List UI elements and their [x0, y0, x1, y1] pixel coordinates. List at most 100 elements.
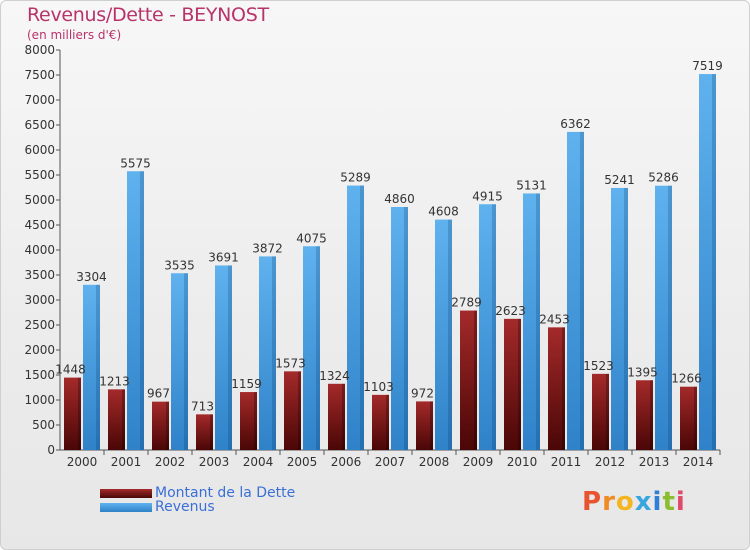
dette-bar-shade	[254, 392, 257, 450]
dette-bar-shade	[342, 383, 345, 450]
dette-bar-shade	[78, 377, 81, 450]
y-tick-label: 7000	[24, 93, 55, 107]
y-tick-label: 0	[47, 443, 55, 457]
dette-bar-shade	[166, 401, 169, 450]
x-tick-label: 2006	[331, 455, 362, 469]
chart-bars	[64, 74, 716, 451]
revenus-bar	[215, 265, 232, 450]
dette-bar-shade	[386, 394, 389, 450]
dette-value-label: 2789	[451, 296, 482, 310]
y-tick-label: 3500	[24, 268, 55, 282]
revenus-bar	[171, 273, 188, 450]
revenus-bar-shade	[96, 284, 100, 450]
revenus-bar	[523, 193, 540, 450]
y-tick-label: 500	[32, 418, 55, 432]
dette-value-label: 972	[411, 386, 434, 400]
revenus-value-label: 5241	[604, 173, 635, 187]
legend-swatch-revenus	[100, 503, 152, 512]
revenus-bar	[655, 185, 672, 450]
dette-bar	[240, 392, 257, 450]
y-tick-label: 5500	[24, 168, 55, 182]
y-tick-label: 7500	[24, 68, 55, 82]
x-tick-label: 2010	[507, 455, 538, 469]
revenus-bar-shade	[492, 204, 496, 450]
chart-labels: 1448 3304 1213 5575 967 3535 713 3691 1159 3872 15…	[55, 59, 723, 413]
y-tick-label: 4000	[24, 243, 55, 257]
revenus-bar-shade	[580, 131, 584, 450]
dette-bar-shade	[650, 380, 653, 450]
y-tick-label: 1000	[24, 393, 55, 407]
x-tick-label: 2005	[287, 455, 318, 469]
revenus-value-label: 3535	[164, 258, 195, 272]
revenus-value-label: 4860	[384, 192, 415, 206]
dette-value-label: 1159	[231, 377, 262, 391]
y-tick-label: 8000	[24, 43, 55, 57]
dette-value-label: 1324	[319, 369, 350, 383]
revenus-bar	[479, 204, 496, 450]
x-tick-label: 2009	[463, 455, 494, 469]
dette-value-label: 713	[191, 399, 214, 413]
dette-bar-shade	[430, 401, 433, 450]
dette-bar	[108, 389, 125, 450]
revenus-bar-shade	[272, 256, 276, 450]
revenus-bar	[83, 284, 100, 450]
dette-value-label: 2453	[539, 312, 570, 326]
chart-axes: 0 500 1000 1500 2000 2500 3000 3500 4000 4500 5000…	[24, 43, 721, 469]
dette-bar-shade	[474, 310, 477, 450]
dette-bar-shade	[606, 373, 609, 450]
y-tick-label: 1500	[24, 368, 55, 382]
dette-bar-shade	[210, 414, 213, 450]
legend-label-revenus: Revenus	[155, 499, 215, 515]
revenus-bar-shade	[448, 219, 452, 450]
revenus-bar-shade	[360, 185, 364, 451]
revenus-bar	[699, 74, 716, 451]
dette-bar	[680, 386, 697, 450]
y-tick-label: 5000	[24, 193, 55, 207]
revenus-bar	[347, 185, 364, 451]
proxiti-logo: Proxiti	[582, 487, 686, 517]
dette-value-label: 1103	[363, 380, 394, 394]
revenus-value-label: 7519	[692, 59, 723, 73]
revenus-value-label: 5289	[340, 171, 371, 185]
dette-bar	[460, 310, 477, 450]
y-tick-label: 2000	[24, 343, 55, 357]
dette-value-label: 1448	[55, 363, 86, 377]
dette-bar-shade	[122, 389, 125, 450]
y-tick-label: 6500	[24, 118, 55, 132]
dette-bar	[416, 401, 433, 450]
y-tick-label: 3000	[24, 293, 55, 307]
x-tick-label: 2008	[419, 455, 450, 469]
chart-title: Revenus/Dette - BEYNOST	[27, 4, 269, 26]
dette-bar-shade	[518, 318, 521, 450]
dette-bar	[504, 318, 521, 450]
x-tick-label: 2011	[551, 455, 582, 469]
revenus-value-label: 4915	[472, 189, 503, 203]
legend-label-dette: Montant de la Dette	[155, 485, 296, 501]
dette-value-label: 1523	[583, 359, 614, 373]
revenus-bar-shade	[316, 246, 320, 450]
revenus-value-label: 5131	[516, 178, 547, 192]
y-tick-label: 4500	[24, 218, 55, 232]
revenus-value-label: 3872	[252, 241, 283, 255]
revenus-bar-shade	[624, 187, 628, 450]
dette-bar-shade	[562, 327, 565, 450]
x-tick-label: 2014	[683, 455, 714, 469]
revenus-bar-shade	[228, 265, 232, 450]
revenus-bar	[303, 246, 320, 450]
x-tick-label: 2003	[199, 455, 230, 469]
dette-bar	[636, 380, 653, 450]
dette-bar-shade	[298, 371, 301, 450]
dette-value-label: 1573	[275, 356, 306, 370]
dette-value-label: 1395	[627, 365, 658, 379]
chart-subtitle: (en milliers d'€)	[27, 28, 122, 42]
dette-value-label: 2623	[495, 304, 526, 318]
revenus-bar-shade	[140, 171, 144, 450]
y-tick-label: 6000	[24, 143, 55, 157]
revenus-bar	[127, 171, 144, 450]
dette-value-label: 1266	[671, 372, 702, 386]
dette-value-label: 967	[147, 387, 170, 401]
revenus-bar-shade	[184, 273, 188, 450]
dette-bar-shade	[694, 386, 697, 450]
x-tick-label: 2012	[595, 455, 626, 469]
